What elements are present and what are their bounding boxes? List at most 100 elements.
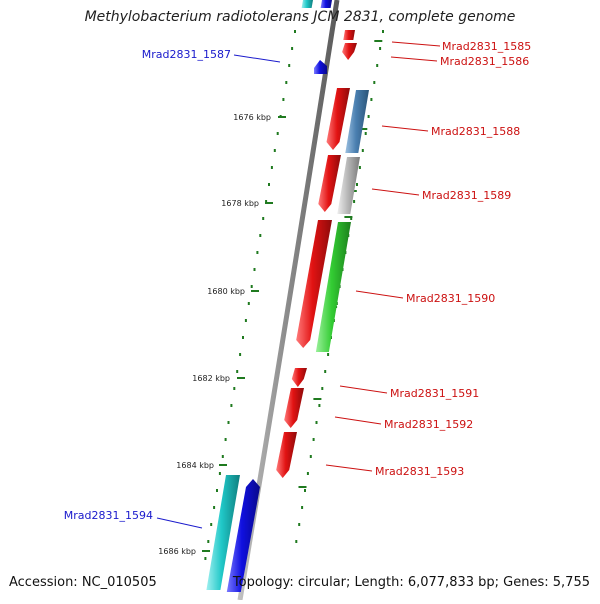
guide-dot-left — [291, 47, 294, 50]
gene-label[interactable]: Mrad2831_1589 — [422, 189, 511, 202]
scale-tick-label: 1676 kbp — [233, 113, 271, 122]
gene-1592 — [284, 388, 304, 428]
guide-dot-right — [327, 353, 330, 356]
guide-dot-left — [210, 523, 213, 526]
guide-dot-right — [301, 506, 304, 509]
minor-tick-right — [344, 216, 353, 218]
gene-leader-line — [325, 464, 373, 472]
scale-tick-label: 1682 kbp — [192, 374, 230, 383]
gene-leader-line — [391, 41, 441, 47]
guide-dot-right — [367, 115, 370, 118]
guide-dot-right — [321, 387, 324, 390]
guide-dot-right — [295, 540, 298, 543]
guide-dot-right — [318, 404, 321, 407]
gene-1590-green — [315, 222, 351, 352]
gene-1589-red — [318, 155, 341, 212]
guide-dot-right — [304, 489, 306, 492]
guide-dot-right — [356, 183, 358, 186]
gene-leader-line — [334, 416, 382, 425]
guide-dot-right — [370, 98, 373, 101]
gene-features — [206, 0, 369, 592]
guide-dot-left — [294, 30, 296, 33]
guide-dot-left — [259, 234, 262, 237]
scale-tick-mark — [219, 464, 227, 466]
guide-dot-left — [244, 319, 247, 322]
gene-1594-cyan — [206, 475, 240, 590]
guide-dot-right — [309, 455, 312, 458]
minor-tick-right — [374, 40, 383, 42]
guide-dot-left — [273, 149, 276, 152]
guide-dot-left — [265, 200, 268, 203]
gene-label[interactable]: Mrad2831_1592 — [384, 418, 473, 431]
gene-leader-line — [233, 54, 281, 63]
guide-dot-right — [361, 149, 364, 152]
gene-blue-top — [320, 0, 332, 8]
scale-tick-label: 1684 kbp — [176, 461, 214, 470]
guide-dot-right — [353, 200, 356, 203]
gene-leader-line — [339, 385, 388, 394]
gene-1589-grey — [337, 157, 360, 214]
guide-dot-left — [256, 251, 259, 254]
scale-tick-mark — [237, 377, 245, 379]
guide-dot-left — [204, 557, 207, 560]
gene-label[interactable]: Mrad2831_1591 — [390, 387, 479, 400]
guide-dot-left — [276, 132, 279, 135]
gene-leader-line — [156, 517, 203, 529]
gene-label[interactable]: Mrad2831_1590 — [406, 292, 495, 305]
minor-tick-right — [313, 398, 322, 400]
scale-tick-mark — [202, 550, 210, 552]
guide-dot-right — [376, 64, 379, 67]
gene-1586 — [342, 43, 357, 60]
guide-dot-left — [239, 353, 242, 356]
scale-tick-mark — [251, 290, 259, 292]
guide-dot-left — [236, 370, 239, 373]
gene-cyan-top — [301, 0, 313, 8]
gene-1590-red — [296, 220, 332, 348]
scale-tick-label: 1686 kbp — [158, 547, 196, 556]
guide-dot-left — [227, 421, 230, 424]
genome-title: Methylobacterium radiotolerans JCM 2831,… — [84, 9, 516, 25]
guide-dot-left — [216, 489, 218, 492]
guide-dot-left — [262, 217, 265, 220]
gene-label[interactable]: Mrad2831_1587 — [142, 48, 231, 61]
gene-1588-steel — [345, 90, 369, 153]
scale-ticks: 1676 kbp 1678 kbp 1680 kbp 1682 kbp 1684 kbp… — [158, 113, 286, 556]
scale-tick-mark — [278, 116, 286, 118]
guide-dot-right — [315, 421, 318, 424]
guide-dot-left — [270, 166, 273, 169]
gene-leader-line — [390, 56, 438, 62]
gene-1588-red — [326, 88, 350, 150]
scale-tick-label: 1680 kbp — [207, 287, 245, 296]
gene-labels: Mrad2831_1585 Mrad2831_1586 Mrad2831_1587 M… — [64, 40, 531, 529]
guide-dot-left — [221, 455, 224, 458]
gene-label[interactable]: Mrad2831_1593 — [375, 465, 464, 478]
gene-label[interactable]: Mrad2831_1586 — [440, 55, 529, 68]
minor-tick-right — [298, 486, 307, 488]
guide-dot-left — [207, 540, 210, 543]
guide-dot-left — [288, 64, 291, 67]
minor-tick-right — [359, 128, 368, 130]
gene-label[interactable]: Mrad2831_1585 — [442, 40, 531, 53]
guide-dot-left — [224, 438, 227, 441]
guide-dot-left — [230, 404, 233, 407]
gene-label[interactable]: Mrad2831_1588 — [431, 125, 520, 138]
guide-dot-left — [268, 183, 270, 186]
gene-label[interactable]: Mrad2831_1594 — [64, 509, 153, 522]
gene-1585 — [343, 30, 355, 40]
gene-leader-line — [355, 290, 404, 299]
guide-dot-left — [218, 472, 221, 475]
scale-tick-label: 1678 kbp — [221, 199, 259, 208]
guide-dot-left — [213, 506, 216, 509]
guide-dot-right — [379, 47, 382, 50]
gene-1593 — [276, 432, 297, 478]
guide-dot-left — [233, 387, 236, 390]
genome-summary: Topology: circular; Length: 6,077,833 bp… — [232, 575, 590, 590]
guide-dot-left — [242, 336, 244, 339]
gene-leader-line — [371, 188, 420, 196]
gene-1594-blue — [226, 479, 260, 592]
gene-1591 — [291, 368, 307, 387]
guide-dot-right — [298, 523, 301, 526]
accession-text: Accession: NC_010505 — [9, 575, 157, 590]
guide-dot-right — [373, 81, 376, 84]
